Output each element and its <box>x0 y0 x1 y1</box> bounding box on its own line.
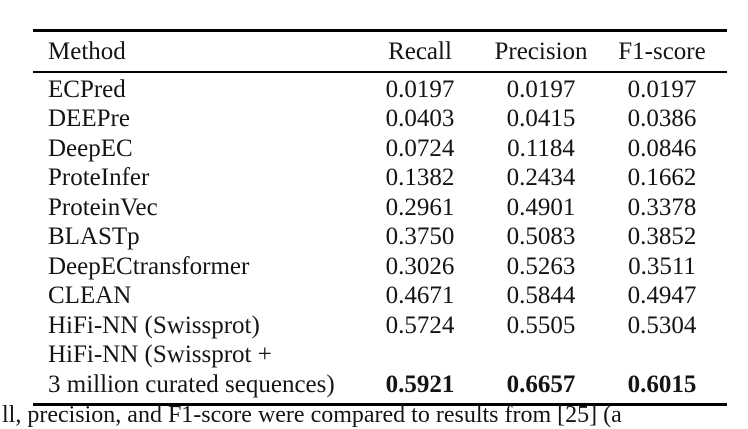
f1-cell: 0.3511 <box>628 252 696 280</box>
f1-cell: 0.6015 <box>627 370 697 398</box>
f1-cell: 0.4947 <box>627 282 697 309</box>
paper-page: { "colors": { "text": "#141414", "rule":… <box>2 29 727 428</box>
f1-cell: 0.0846 <box>627 134 697 162</box>
table-row: DeepECtransformer 0.3026 0.5263 0.3511 <box>33 252 727 282</box>
table-row: BLASTp 0.3750 0.5083 0.3852 <box>33 222 727 252</box>
precision-cell: 0.4901 <box>506 193 576 221</box>
column-header-method: Method <box>48 37 126 65</box>
precision-cell: 0.5505 <box>506 311 576 339</box>
method-cell: DeepEC <box>48 134 133 162</box>
recall-cell: 0.1382 <box>385 164 455 191</box>
table-body: ECPred 0.0197 0.0197 0.0197 DEEPre 0.040… <box>33 73 727 404</box>
precision-cell: 0.2434 <box>506 164 576 191</box>
table-row-best: HiFi-NN (Swissprot + 3 million curated s… <box>33 340 727 399</box>
f1-cell: 0.5304 <box>627 311 697 339</box>
method-cell: ProteinVec <box>48 193 158 221</box>
f1-cell: 0.3852 <box>627 223 697 250</box>
column-header-recall: Recall <box>388 37 452 65</box>
table-row: HiFi-NN (Swissprot) 0.5724 0.5505 0.5304 <box>33 311 727 341</box>
precision-cell: 0.0197 <box>506 75 576 103</box>
f1-cell: 0.0197 <box>627 75 697 103</box>
table-row: ECPred 0.0197 0.0197 0.0197 <box>33 75 727 105</box>
column-header-precision: Precision <box>494 37 588 65</box>
precision-cell: 0.6657 <box>506 370 576 398</box>
recall-cell: 0.3750 <box>385 223 455 250</box>
method-cell: ECPred <box>48 75 126 103</box>
method-cell: HiFi-NN (Swissprot) <box>48 311 260 339</box>
precision-cell: 0.0415 <box>506 105 576 132</box>
table-row: CLEAN 0.4671 0.5844 0.4947 <box>33 281 727 311</box>
method-cell: DEEPre <box>48 105 130 132</box>
table-row: DEEPre 0.0403 0.0415 0.0386 <box>33 104 727 134</box>
table-header-rule <box>33 71 727 73</box>
method-cell: CLEAN <box>48 282 132 309</box>
method-line-1: HiFi-NN (Swissprot + <box>48 341 272 368</box>
recall-cell: 0.3026 <box>385 252 455 280</box>
f1-cell: 0.3378 <box>627 193 697 221</box>
f1-cell: 0.0386 <box>627 105 697 132</box>
recall-cell: 0.0403 <box>385 105 455 132</box>
table-row: DeepEC 0.0724 0.1184 0.0846 <box>33 134 727 164</box>
table-bottom-rule <box>33 403 727 406</box>
precision-cell: 0.5844 <box>506 282 576 309</box>
results-table: Method Recall Precision F1-score ECPred … <box>33 29 727 406</box>
column-header-f1: F1-score <box>618 37 706 65</box>
recall-cell: 0.4671 <box>385 282 455 309</box>
method-cell: BLASTp <box>48 223 140 250</box>
precision-cell: 0.1184 <box>507 134 575 162</box>
caption-clipped-text: ll, precision, and F1-score were compare… <box>2 402 622 428</box>
method-line-2: 3 million curated sequences) <box>48 370 335 398</box>
method-cell: DeepECtransformer <box>48 252 250 280</box>
method-cell: ProteInfer <box>48 164 150 191</box>
recall-cell: 0.0724 <box>385 134 455 162</box>
table-row: ProteInfer 0.1382 0.2434 0.1662 <box>33 163 727 193</box>
recall-cell: 0.2961 <box>385 193 455 221</box>
method-cell: HiFi-NN (Swissprot + 3 million curated s… <box>33 340 355 399</box>
recall-cell: 0.0197 <box>385 75 455 103</box>
precision-cell: 0.5263 <box>506 252 576 280</box>
recall-cell: 0.5724 <box>385 311 455 339</box>
precision-cell: 0.5083 <box>506 223 576 250</box>
table-top-rule <box>33 29 727 32</box>
recall-cell: 0.5921 <box>385 370 455 398</box>
table-row: ProteinVec 0.2961 0.4901 0.3378 <box>33 193 727 223</box>
table-header-row: Method Recall Precision F1-score <box>33 32 727 71</box>
f1-cell: 0.1662 <box>627 164 697 191</box>
